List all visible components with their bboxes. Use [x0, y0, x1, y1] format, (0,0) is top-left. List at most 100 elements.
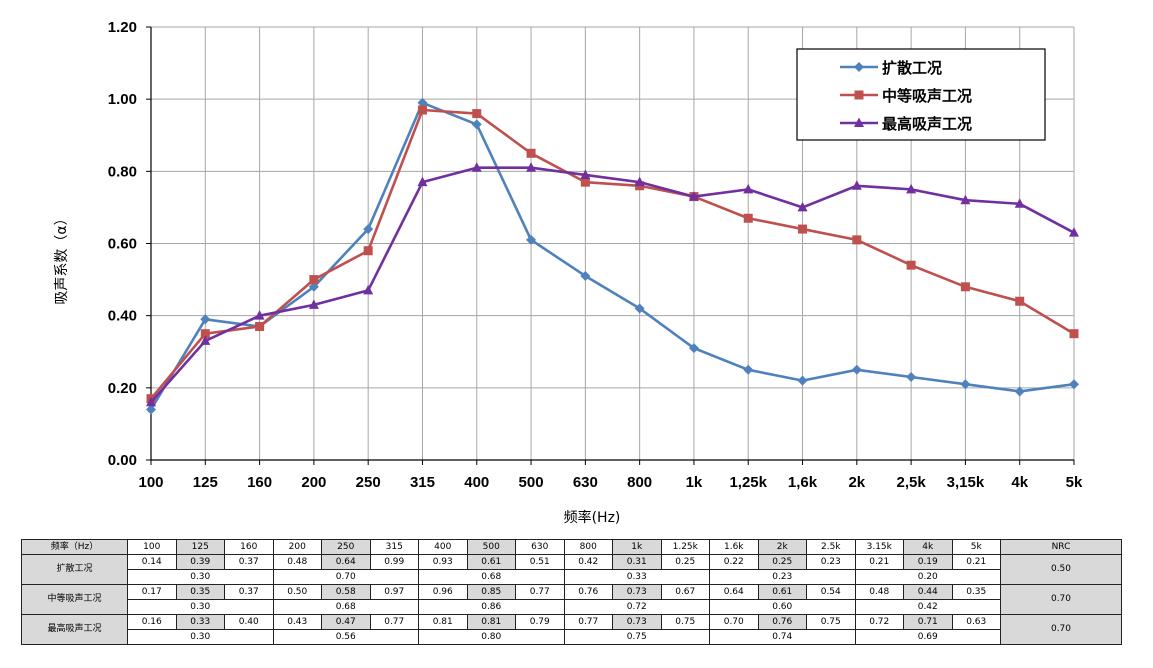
- legend-label: 最高吸声工况: [882, 115, 972, 133]
- data-point: [363, 284, 374, 295]
- table-cell: 0.64: [709, 584, 759, 600]
- table-header-row: 频率（Hz） 100 125 160 200 250 315 400 500 630 800 1k 1.…: [21, 539, 1122, 555]
- table-cell: 0.63: [951, 614, 1001, 630]
- table-cell: 0.42: [563, 554, 613, 570]
- legend-item: 扩散工况: [840, 59, 942, 77]
- y-tick-label: 0.20: [108, 380, 137, 397]
- data-point: [363, 224, 374, 235]
- table-cell: 0.64: [321, 554, 371, 570]
- data-point: [580, 169, 591, 179]
- y-tick-labels: 0.00 0.20 0.40 0.60 0.80 1.00 1.20: [108, 19, 137, 469]
- table-header-freq: 200: [272, 539, 322, 555]
- table-cell: 0.75: [660, 614, 710, 630]
- data-point: [1069, 329, 1079, 339]
- data-point: [1069, 379, 1079, 390]
- data-point: [417, 97, 428, 108]
- data-point: [797, 201, 808, 212]
- legend-box: [796, 48, 1046, 141]
- table-cell: 0.85: [466, 584, 516, 600]
- table-octave-cell: 0.72: [563, 599, 710, 615]
- data-point: [960, 194, 971, 205]
- x-tick-label: 200: [301, 474, 326, 491]
- table-cell: 0.61: [466, 554, 516, 570]
- chart-series: [146, 97, 1079, 415]
- data-point: [308, 281, 319, 292]
- table-cell: 0.50: [272, 584, 322, 600]
- table-cell: 0.14: [127, 554, 177, 570]
- data-point: [634, 303, 645, 314]
- absorption-chart: 0.00 0.20 0.40 0.60 0.80 1.00 1.20 100 125 160 20…: [54, 19, 1083, 526]
- data-point: [1014, 386, 1025, 397]
- table-octave-cell: 0.60: [709, 599, 856, 615]
- data-point: [472, 109, 482, 119]
- table-cell: 0.44: [903, 584, 953, 600]
- data-point: [797, 375, 808, 386]
- table-cell: 0.35: [951, 584, 1001, 600]
- table-cell: 0.77: [369, 614, 419, 630]
- table-octave-cell: 0.69: [854, 629, 1001, 645]
- table-cell: 0.75: [806, 614, 856, 630]
- data-point: [798, 224, 808, 234]
- table-header-nrc: NRC: [1000, 539, 1122, 555]
- table-cell: 0.97: [369, 584, 419, 600]
- data-point: [526, 234, 537, 245]
- x-tick-label: 500: [519, 474, 544, 491]
- series-2: [146, 105, 1079, 404]
- series-line: [150, 166, 1075, 404]
- data-point: [471, 119, 482, 130]
- table-cell: 0.77: [515, 584, 565, 600]
- legend-swatch-marker: [854, 117, 864, 127]
- table-nrc-cell: 0.70: [1000, 584, 1122, 615]
- table-octave-cell: 0.68: [418, 569, 565, 585]
- data-point: [851, 364, 862, 375]
- table-cell: 0.76: [757, 614, 807, 630]
- table-octave-cell: 0.30: [127, 569, 274, 585]
- series-line: [149, 101, 1075, 411]
- table-row-label: 最高吸声工况: [21, 614, 128, 645]
- legend-label: 扩散工况: [882, 59, 942, 77]
- table-cell: 0.54: [806, 584, 856, 600]
- legend-swatch-marker: [854, 90, 864, 100]
- data-point: [688, 343, 699, 354]
- data-point: [580, 270, 591, 281]
- x-tick-label: 3,15k: [947, 474, 985, 491]
- table-octave-cell: 0.42: [854, 599, 1001, 615]
- table-cell: 0.93: [418, 554, 468, 570]
- series-1: [146, 97, 1079, 415]
- table-cell: 0.72: [854, 614, 904, 630]
- data-point: [743, 213, 753, 223]
- x-tick-label: 2k: [848, 474, 865, 491]
- x-tick-label: 1,25k: [729, 474, 767, 491]
- table-header-freq: 1k: [612, 539, 662, 555]
- table-octave-cell: 0.86: [418, 599, 565, 615]
- data-point: [146, 396, 156, 407]
- table-cell: 0.47: [321, 614, 371, 630]
- data-point: [1015, 296, 1025, 306]
- table-cell: 0.35: [175, 584, 225, 600]
- table-cell: 0.81: [418, 614, 468, 630]
- table-header-freq: 160: [224, 539, 274, 555]
- table-cell: 0.23: [806, 554, 856, 570]
- legend-swatch-marker: [854, 62, 864, 72]
- data-point: [254, 310, 265, 320]
- data-point: [743, 183, 754, 194]
- data-point: [1014, 198, 1025, 208]
- table-header-freq: 2.5k: [806, 539, 856, 555]
- table-row-label: 扩散工况: [21, 554, 128, 585]
- data-point: [1069, 227, 1079, 237]
- table-cell: 0.48: [854, 584, 904, 600]
- data-point: [852, 235, 862, 245]
- table-octave-row: 0.30 0.56 0.80 0.75 0.74 0.69: [22, 629, 1122, 645]
- data-point: [580, 177, 590, 187]
- data-point: [146, 404, 156, 415]
- table-cell: 0.39: [175, 554, 225, 570]
- table-octave-cell: 0.75: [563, 629, 710, 645]
- data-table: 频率（Hz） 100 125 160 200 250 315 400 500 630 800 1k 1.…: [21, 539, 1122, 645]
- data-point: [363, 246, 373, 256]
- table-cell: 0.40: [224, 614, 274, 630]
- table-cell: 0.70: [709, 614, 759, 630]
- series-line: [150, 108, 1075, 400]
- table-cell: 0.33: [175, 614, 225, 630]
- table-header-freq: 4k: [903, 539, 953, 555]
- data-point: [255, 321, 265, 331]
